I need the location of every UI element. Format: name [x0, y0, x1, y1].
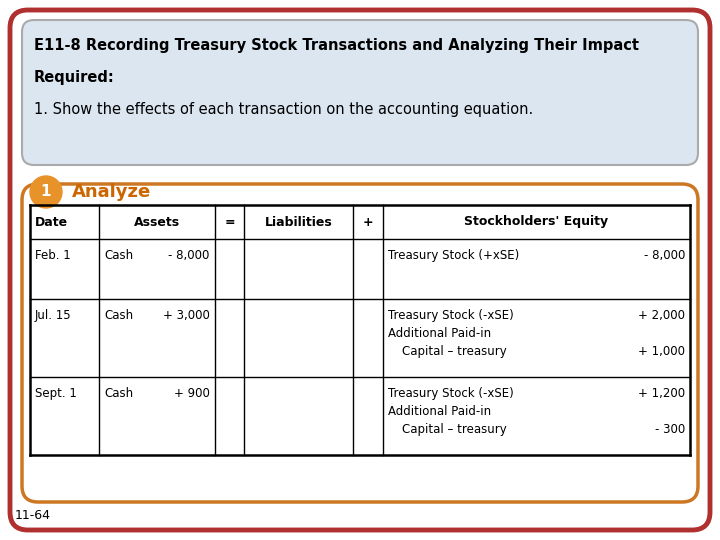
Text: Feb. 1: Feb. 1 [35, 249, 71, 262]
Text: + 1,000: + 1,000 [638, 345, 685, 358]
Text: Liabilities: Liabilities [265, 215, 333, 228]
Text: +: + [363, 215, 374, 228]
Text: Treasury Stock (-xSE): Treasury Stock (-xSE) [388, 387, 514, 400]
Text: 11-64: 11-64 [15, 509, 51, 522]
Text: - 300: - 300 [654, 423, 685, 436]
Text: Date: Date [35, 215, 68, 228]
Text: Treasury Stock (-xSE): Treasury Stock (-xSE) [388, 309, 514, 322]
Text: Cash: Cash [104, 249, 133, 262]
Text: Analyze: Analyze [72, 183, 151, 201]
Text: Cash: Cash [104, 309, 133, 322]
Text: - 8,000: - 8,000 [644, 249, 685, 262]
Text: + 2,000: + 2,000 [638, 309, 685, 322]
Text: Jul. 15: Jul. 15 [35, 309, 71, 322]
Circle shape [30, 176, 62, 208]
Text: Stockholders' Equity: Stockholders' Equity [464, 215, 608, 228]
FancyBboxPatch shape [22, 184, 698, 502]
Text: Additional Paid-in: Additional Paid-in [388, 405, 491, 418]
Text: Sept. 1: Sept. 1 [35, 387, 77, 400]
Text: Treasury Stock (+xSE): Treasury Stock (+xSE) [388, 249, 519, 262]
Text: Cash: Cash [104, 387, 133, 400]
Text: + 900: + 900 [174, 387, 210, 400]
Text: Additional Paid-in: Additional Paid-in [388, 327, 491, 340]
Text: + 1,200: + 1,200 [638, 387, 685, 400]
Text: 1: 1 [41, 185, 51, 199]
Text: Capital – treasury: Capital – treasury [402, 345, 507, 358]
Text: Required:: Required: [34, 70, 114, 85]
Text: Capital – treasury: Capital – treasury [402, 423, 507, 436]
Text: Assets: Assets [134, 215, 180, 228]
Text: - 8,000: - 8,000 [168, 249, 210, 262]
Text: =: = [225, 215, 235, 228]
Text: E11-8 Recording Treasury Stock Transactions and Analyzing Their Impact: E11-8 Recording Treasury Stock Transacti… [34, 38, 639, 53]
Text: 1. Show the effects of each transaction on the accounting equation.: 1. Show the effects of each transaction … [34, 102, 534, 117]
FancyBboxPatch shape [10, 10, 710, 530]
Text: + 3,000: + 3,000 [163, 309, 210, 322]
FancyBboxPatch shape [22, 20, 698, 165]
